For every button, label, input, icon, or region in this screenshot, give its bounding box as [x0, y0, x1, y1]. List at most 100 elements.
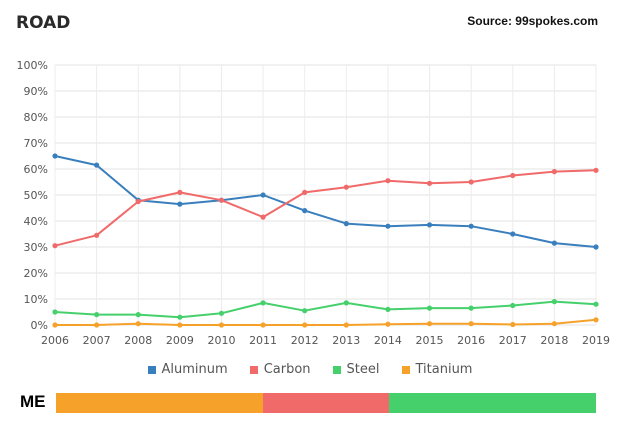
line-chart: 0% 10% 20% 30% 40% 50% 60% 70% 80% 90% 100% 2006 200…: [17, 59, 610, 347]
data-point-steel: [343, 300, 349, 306]
data-point-titanium: [135, 321, 141, 327]
x-tick-label: 2019: [582, 334, 610, 347]
me-segment-steel: [388, 393, 596, 413]
data-point-carbon: [135, 198, 141, 205]
series-line-titanium: [55, 318, 597, 326]
data-point-steel: [260, 300, 266, 306]
data-point-aluminum: [593, 244, 599, 250]
data-point-carbon: [426, 180, 433, 186]
x-tick-label: 2014: [374, 334, 402, 347]
y-tick-label: 10%: [24, 293, 48, 306]
y-tick-label: 30%: [24, 241, 48, 254]
data-point-titanium: [218, 322, 225, 328]
data-point-aluminum: [385, 223, 391, 229]
y-tick-label: 80%: [24, 111, 48, 124]
x-tick-label: 2013: [332, 334, 360, 347]
data-point-steel: [94, 312, 100, 318]
data-point-titanium: [510, 321, 516, 328]
legend-label: Steel: [346, 362, 380, 377]
legend-label: Titanium: [415, 362, 473, 377]
data-point-carbon: [468, 179, 474, 185]
legend-swatch: [401, 365, 410, 374]
y-tick-label: 20%: [24, 267, 48, 280]
data-point-titanium: [94, 322, 100, 328]
data-point-aluminum: [177, 201, 183, 207]
data-point-steel: [551, 299, 557, 305]
data-point-steel: [218, 310, 225, 316]
data-point-titanium: [260, 322, 266, 328]
data-point-aluminum: [551, 240, 557, 246]
data-point-carbon: [343, 184, 349, 190]
me-segment-carbon: [262, 393, 389, 413]
data-point-carbon: [510, 172, 516, 179]
y-tick-label: 60%: [24, 163, 48, 176]
x-tick-label: 2007: [83, 334, 111, 347]
data-point-steel: [385, 306, 391, 312]
y-tick-label: 90%: [24, 85, 48, 98]
legend-item-titanium: Titanium: [401, 362, 473, 377]
data-point-steel: [510, 302, 516, 309]
data-point-carbon: [52, 243, 58, 249]
me-segment-titanium: [56, 393, 263, 413]
data-point-steel: [593, 301, 599, 307]
data-point-aluminum: [510, 231, 516, 237]
data-point-steel: [135, 312, 141, 318]
source-label: Source: 99spokes.com: [467, 14, 598, 28]
x-tick-label: 2012: [291, 334, 319, 347]
data-point-carbon: [593, 167, 599, 173]
me-stacked-bar: [56, 393, 596, 413]
y-tick-label: 100%: [17, 59, 48, 72]
legend-item-steel: Steel: [332, 362, 380, 377]
data-point-titanium: [426, 321, 433, 327]
legend-label: Carbon: [263, 362, 311, 377]
x-tick-label: 2018: [540, 334, 568, 347]
data-point-steel: [302, 308, 308, 314]
x-tick-label: 2010: [207, 334, 235, 347]
data-point-steel: [177, 314, 183, 320]
legend: Aluminum Carbon Steel Titanium: [0, 362, 620, 377]
data-point-carbon: [260, 214, 266, 220]
data-point-aluminum: [426, 222, 433, 228]
data-point-aluminum: [52, 153, 58, 159]
legend-label: Aluminum: [161, 362, 228, 377]
me-label: ME: [20, 392, 46, 411]
data-point-steel: [52, 309, 58, 315]
data-point-titanium: [593, 317, 599, 323]
series-line-steel: [54, 300, 597, 319]
data-point-steel: [468, 305, 474, 311]
data-point-aluminum: [260, 192, 266, 198]
x-tick-label: 2016: [457, 334, 485, 347]
data-point-carbon: [385, 178, 391, 184]
series-line-carbon: [54, 169, 597, 247]
data-point-carbon: [94, 232, 100, 238]
y-tick-label: 0%: [31, 319, 48, 332]
x-tick-label: 2006: [41, 334, 69, 347]
data-point-aluminum: [302, 208, 308, 214]
x-tick-label: 2011: [249, 334, 277, 347]
legend-swatch: [147, 365, 156, 374]
data-point-titanium: [52, 322, 58, 328]
data-point-titanium: [468, 321, 474, 327]
y-tick-label: 70%: [24, 137, 48, 150]
chart-title: ROAD: [16, 13, 71, 33]
data-point-titanium: [385, 321, 391, 327]
data-point-steel: [426, 305, 433, 311]
data-point-titanium: [177, 322, 183, 328]
data-point-carbon: [218, 197, 225, 203]
data-point-titanium: [343, 322, 349, 328]
data-point-aluminum: [94, 162, 100, 168]
legend-item-aluminum: Aluminum: [147, 362, 228, 377]
x-tick-label: 2009: [166, 334, 194, 347]
x-tick-label: 2015: [416, 334, 444, 347]
data-point-aluminum: [468, 223, 474, 229]
legend-item-carbon: Carbon: [249, 362, 311, 377]
data-point-carbon: [302, 189, 308, 195]
y-tick-label: 50%: [24, 189, 48, 202]
data-point-titanium: [302, 322, 308, 328]
data-point-carbon: [177, 189, 183, 195]
x-tick-label: 2008: [124, 334, 152, 347]
data-point-carbon: [551, 169, 557, 175]
y-tick-label: 40%: [24, 215, 48, 228]
legend-swatch: [249, 365, 258, 374]
data-point-aluminum: [343, 221, 349, 227]
